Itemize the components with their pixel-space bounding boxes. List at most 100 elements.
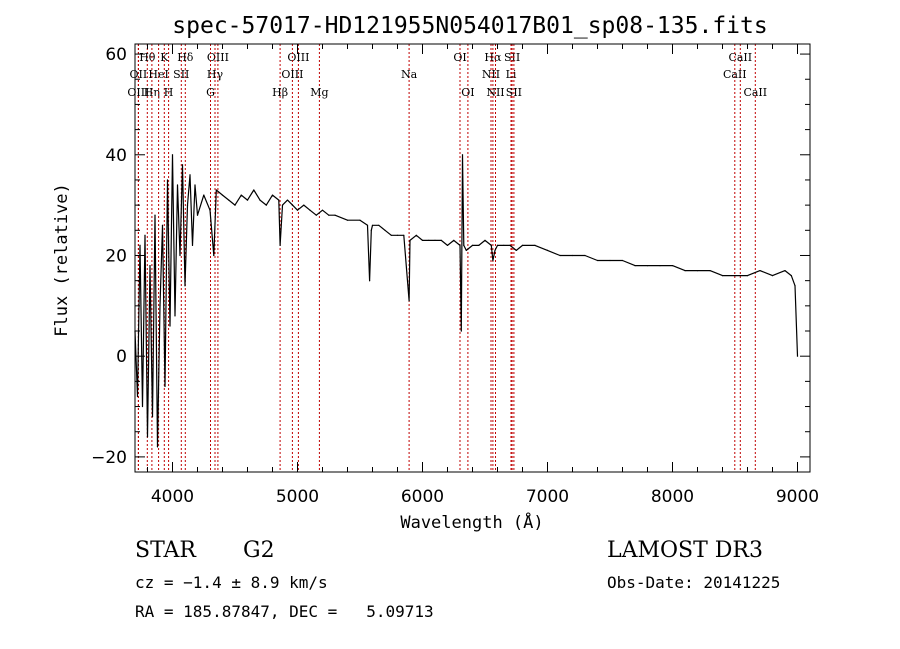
- redshift-velocity: cz = −1.4 ± 8.9 km/s: [135, 573, 328, 592]
- data-point-0-67: [434, 239, 436, 241]
- data-point-0-54: [369, 280, 371, 282]
- observation-date: Obs-Date: 20141225: [607, 573, 781, 592]
- data-point-0-82: [496, 244, 499, 246]
- x-tick-label-4: 8000: [651, 487, 694, 507]
- line-label-12: Hβ: [272, 86, 288, 99]
- data-point-0-16: [174, 315, 176, 317]
- line-label-27: CaII: [743, 86, 767, 99]
- data-point-0-55: [370, 229, 372, 231]
- data-point-0-24: [194, 184, 196, 186]
- data-point-0-15: [171, 154, 174, 156]
- data-point-0-27: [209, 209, 211, 211]
- line-label-14: OIII: [281, 68, 303, 81]
- data-point-0-3: [141, 405, 144, 408]
- data-point-0-101: [709, 270, 711, 272]
- line-label-1: OII: [130, 68, 148, 81]
- object-type: STAR: [135, 538, 196, 563]
- data-point-0-94: [621, 259, 624, 262]
- data-point-0-99: [684, 270, 686, 272]
- data-point-0-77: [478, 244, 480, 246]
- data-point-0-75: [465, 249, 467, 251]
- data-point-0-56: [371, 224, 374, 226]
- survey-name: LAMOST DR3: [607, 538, 763, 563]
- data-point-0-7: [151, 416, 154, 418]
- data-point-0-22: [189, 174, 191, 176]
- line-label-22: SII: [504, 51, 520, 64]
- line-label-26: CaII: [723, 68, 747, 81]
- coordinates: RA = 185.87847, DEC = 5.09713: [135, 602, 434, 621]
- data-point-0-42: [286, 199, 289, 201]
- data-point-0-91: [584, 254, 586, 257]
- data-point-0-47: [315, 214, 317, 216]
- data-point-0-63: [409, 239, 411, 241]
- data-point-0-95: [634, 265, 636, 267]
- axis-ticks: 4000 5000 6000 7000 8000 9000 −20 0 20 40 60: [91, 44, 819, 507]
- data-point-0-88: [546, 249, 549, 251]
- line-label-3: Hη: [144, 86, 160, 99]
- data-point-0-97: [659, 265, 661, 267]
- line-label-11: G: [206, 86, 215, 99]
- data-point-0-70: [453, 239, 455, 241]
- data-point-0-92: [596, 259, 599, 262]
- y-tick-label-2: 20: [105, 246, 127, 266]
- data-point-0-49: [328, 214, 330, 216]
- line-label-16: Na: [401, 68, 418, 81]
- line-label-25: CaII: [728, 51, 752, 64]
- line-label-0: Hθ: [139, 51, 156, 64]
- line-label-19: Hα: [484, 51, 502, 64]
- data-point-0-23: [191, 244, 194, 246]
- data-point-0-12: [164, 385, 166, 387]
- data-point-0-44: [296, 209, 299, 211]
- data-point-0-2: [139, 244, 141, 246]
- data-point-0-62: [408, 300, 410, 302]
- data-point-0-19: [181, 164, 184, 166]
- y-axis-label: Flux (relative): [52, 183, 72, 337]
- line-label-9: OIII: [207, 51, 229, 64]
- data-point-0-28: [213, 254, 215, 257]
- data-point-0-80: [492, 259, 494, 262]
- data-point-0-32: [234, 204, 236, 206]
- line-label-23: Li: [506, 68, 517, 81]
- data-point-0-51: [346, 219, 349, 221]
- data-point-0-1: [136, 395, 139, 398]
- data-point-0-65: [421, 239, 424, 241]
- data-point-0-89: [559, 254, 561, 257]
- data-point-0-72: [460, 330, 462, 332]
- line-label-15: Mg: [310, 86, 328, 99]
- data-point-0-34: [246, 199, 249, 201]
- data-point-0-69: [446, 244, 449, 246]
- data-point-0-31: [228, 199, 230, 201]
- data-point-0-20: [184, 285, 186, 287]
- x-tick-label-0: 4000: [151, 487, 194, 507]
- data-point-0-61: [403, 234, 405, 236]
- data-point-0-106: [771, 275, 774, 277]
- data-point-0-10: [159, 305, 161, 307]
- data-point-0-84: [509, 244, 511, 246]
- line-label-13: OIII: [287, 51, 309, 64]
- x-tick-label-3: 7000: [526, 487, 569, 507]
- x-axis-label: Wavelength (Å): [400, 511, 543, 533]
- y-tick-label-0: −20: [91, 448, 127, 468]
- line-label-21: NII: [486, 86, 504, 99]
- data-point-0-39: [278, 199, 280, 201]
- data-point-0-5: [146, 436, 149, 438]
- data-point-0-29: [215, 189, 217, 191]
- line-label-4: HeI: [148, 68, 168, 81]
- data-point-0-86: [521, 244, 524, 246]
- data-point-0-78: [484, 239, 486, 241]
- data-point-0-8: [154, 214, 156, 216]
- data-point-0-4: [144, 234, 146, 236]
- data-point-0-85: [515, 249, 517, 251]
- data-point-0-58: [384, 229, 386, 231]
- data-point-0-105: [759, 270, 761, 272]
- data-point-0-108: [790, 275, 792, 277]
- data-point-0-79: [490, 244, 492, 246]
- data-point-0-107: [784, 270, 786, 272]
- data-point-0-74: [463, 244, 465, 246]
- line-label-10: Hγ: [207, 68, 224, 81]
- line-label-17: OI: [453, 51, 466, 64]
- data-point-0-13: [166, 179, 169, 181]
- x-tick-label-1: 5000: [276, 487, 319, 507]
- line-label-24: SII: [506, 86, 522, 99]
